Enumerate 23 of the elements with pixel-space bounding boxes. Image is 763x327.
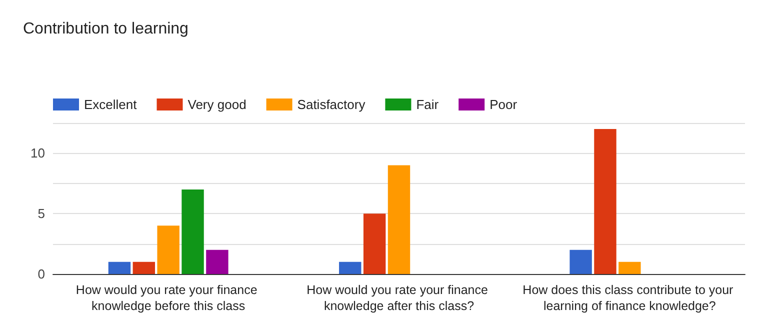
legend-label: Excellent [84,97,138,112]
legend-label: Fair [416,97,440,112]
legend-label: Very good [188,97,246,112]
bar [157,226,180,274]
y-tick-label: 5 [38,206,45,222]
chart-title: Contribution to learning [23,20,188,38]
bar [339,262,362,274]
bar [363,214,386,274]
bar [182,189,204,274]
x-tick-label: How would you rate your finance knowledge after this class? [306,283,492,313]
bar [108,262,131,274]
bar [132,262,156,274]
legend-label: Satisfactory [297,97,366,112]
y-tick-label: 10 [30,146,45,161]
y-tick-label: 0 [38,266,45,282]
bar [618,262,641,274]
bar [570,250,592,274]
bar [388,165,410,274]
legend-label: Poor [490,97,518,112]
x-tick-label: How does this class contribute to your learning of finance knowledge? [522,283,737,313]
bar [594,129,616,274]
x-tick-label: How would you rate your finance knowledge before this class [76,283,261,313]
bar [206,250,228,274]
